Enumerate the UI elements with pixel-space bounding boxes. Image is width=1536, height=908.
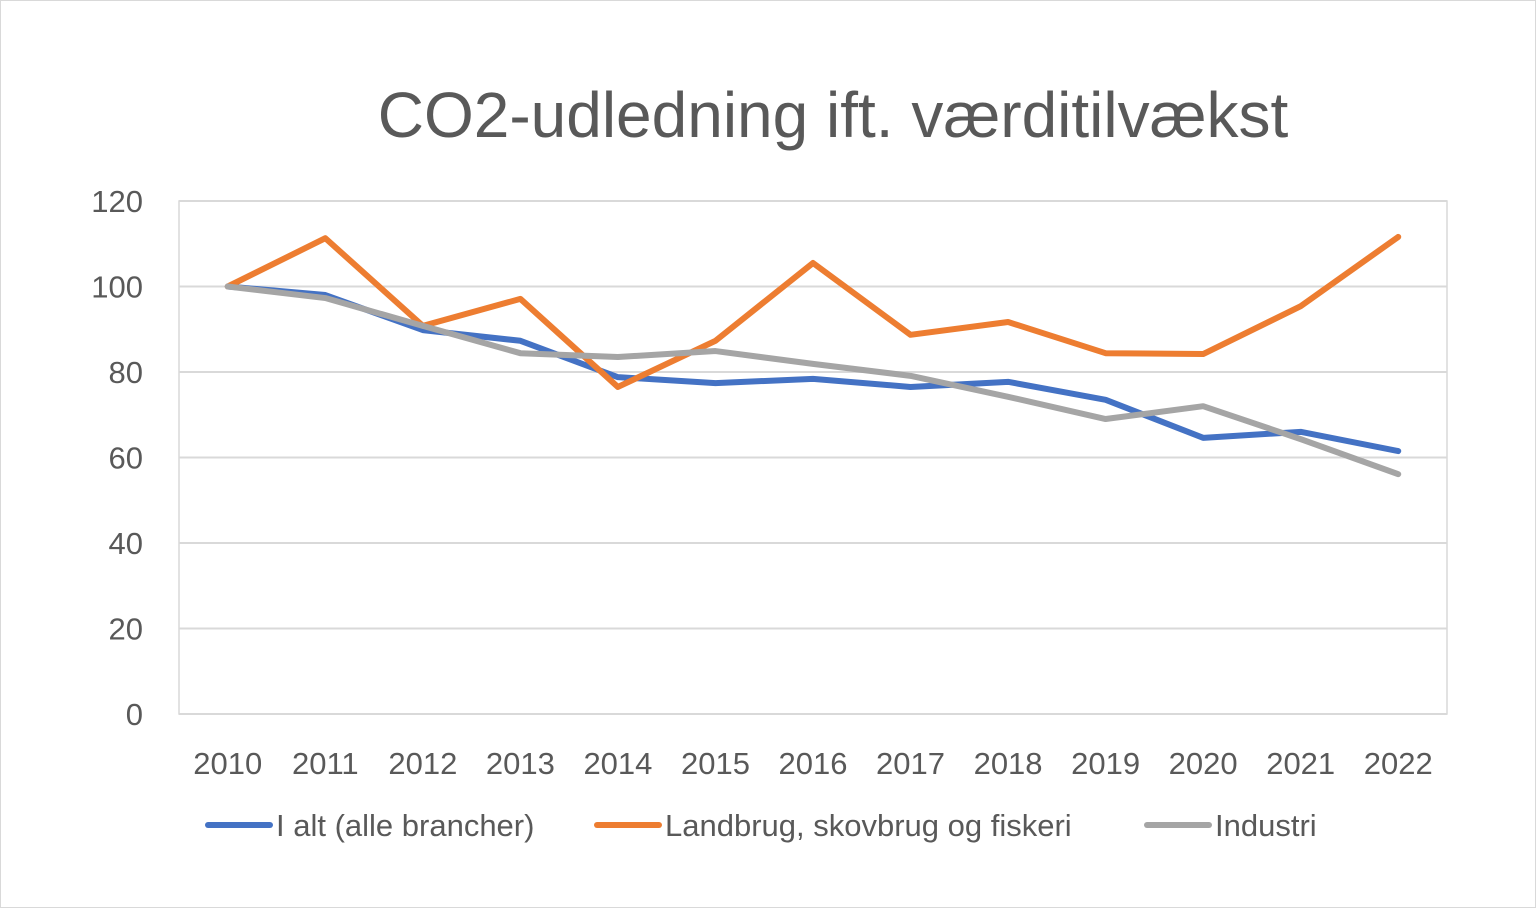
x-tick-label: 2018 [974, 746, 1043, 781]
x-tick-label: 2016 [779, 746, 848, 781]
x-tick-label: 2022 [1364, 746, 1433, 781]
x-tick-label: 2010 [193, 746, 262, 781]
y-tick-label: 20 [109, 612, 143, 647]
x-tick-label: 2014 [583, 746, 652, 781]
x-tick-label: 2015 [681, 746, 750, 781]
x-tick-label: 2013 [486, 746, 555, 781]
y-tick-label: 80 [109, 355, 143, 390]
y-tick-label: 0 [126, 697, 143, 732]
x-tick-label: 2012 [388, 746, 457, 781]
y-tick-label: 100 [91, 270, 143, 305]
legend-label-0: I alt (alle brancher) [276, 808, 534, 843]
x-tick-label: 2019 [1071, 746, 1140, 781]
legend-label-2: Industri [1215, 808, 1317, 843]
x-tick-label: 2020 [1169, 746, 1238, 781]
y-tick-label: 120 [91, 184, 143, 219]
x-tick-label: 2021 [1266, 746, 1335, 781]
legend-label-1: Landbrug, skovbrug og fiskeri [665, 808, 1072, 843]
x-tick-label: 2017 [876, 746, 945, 781]
y-tick-label: 40 [109, 526, 143, 561]
chart-title: CO2-udledning ift. værditilvækst [378, 79, 1289, 151]
x-tick-label: 2011 [292, 746, 359, 781]
y-tick-label: 60 [109, 441, 143, 476]
